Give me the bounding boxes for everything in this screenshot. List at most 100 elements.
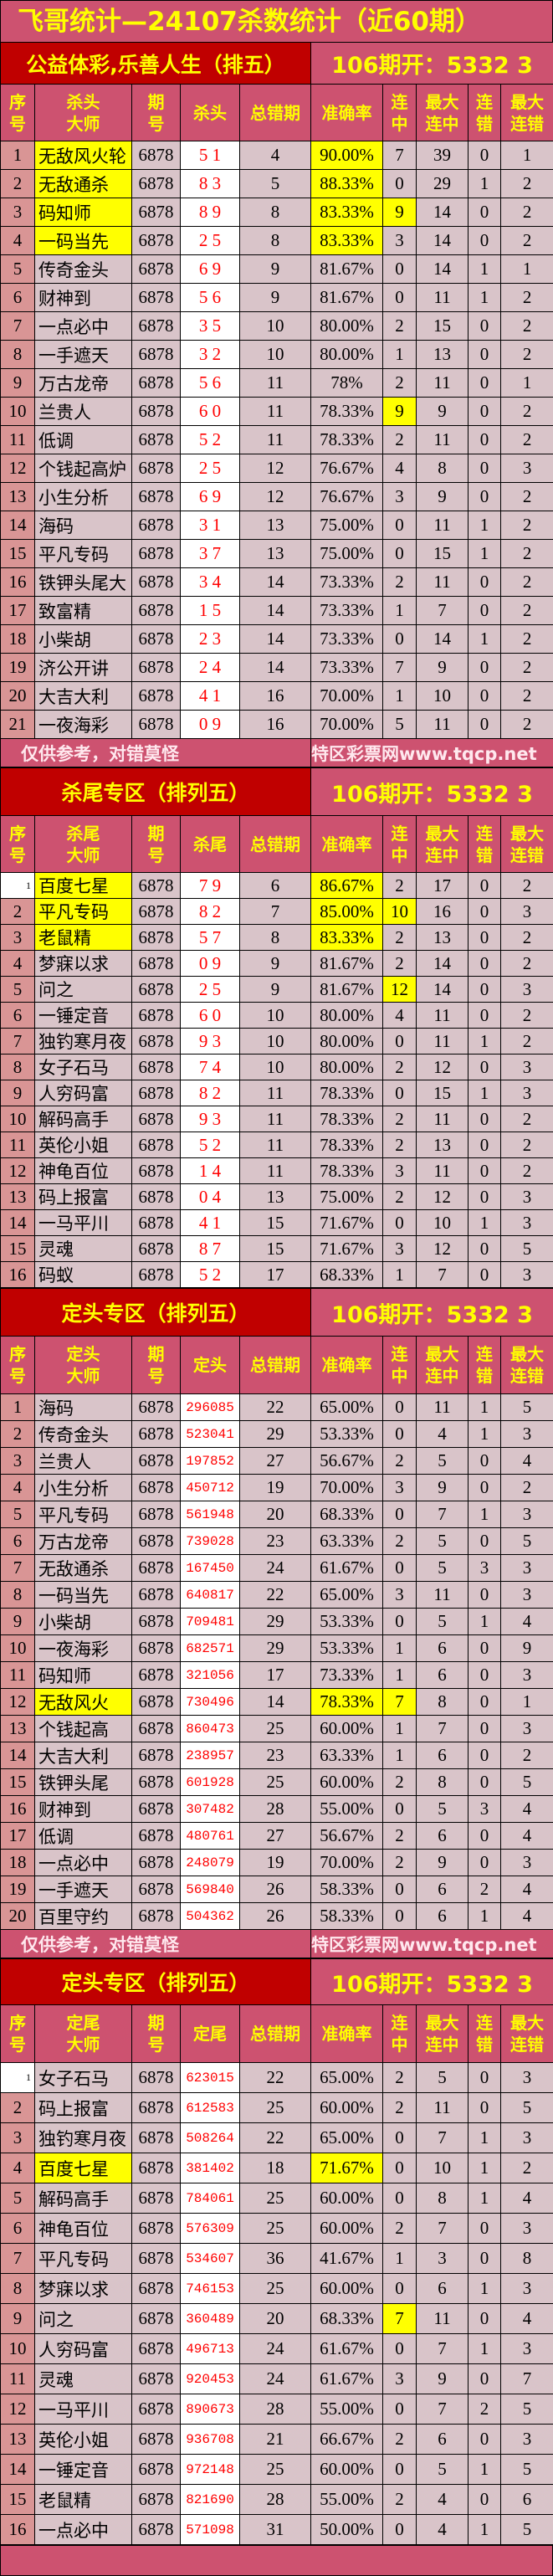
column-header-period[interactable]: 期号 [132,2005,181,2063]
site-link[interactable]: 特区彩票网www.tqcp.net [311,739,553,767]
column-header-name[interactable]: 杀尾大师 [35,816,132,873]
column-header-maxmiss[interactable]: 最大连错 [501,2005,553,2063]
column-header-miss[interactable]: 连错 [469,2005,501,2063]
column-header-maxstreak[interactable]: 最大连中 [417,85,469,141]
column-header-total[interactable]: 总错期 [240,816,311,873]
column-header-name[interactable]: 定头大师 [35,1337,132,1394]
column-header-idx[interactable]: 序号 [1,1337,35,1394]
column-header-kill[interactable]: 杀尾 [181,816,240,873]
column-header-kill[interactable]: 定尾 [181,2005,240,2063]
column-header-idx[interactable]: 序号 [1,816,35,873]
column-header-total[interactable]: 总错期 [240,2005,311,2063]
column-header-streak[interactable]: 连中 [383,1337,417,1394]
column-header-period[interactable]: 期号 [132,1337,181,1394]
column-header-rate[interactable]: 准确率 [311,1337,383,1394]
column-header-streak[interactable]: 连中 [383,85,417,141]
column-header-name[interactable]: 定尾大师 [35,2005,132,2063]
column-header-maxstreak[interactable]: 最大连中 [417,2005,469,2063]
column-header-rate[interactable]: 准确率 [311,85,383,141]
column-header-miss[interactable]: 连错 [469,1337,501,1394]
column-header-streak[interactable]: 连中 [383,2005,417,2063]
site-link[interactable]: 特区彩票网www.tqcp.net [311,1930,553,1958]
column-header-miss[interactable]: 连错 [469,85,501,141]
column-header-maxstreak[interactable]: 最大连中 [417,1337,469,1394]
column-header-kill[interactable]: 杀头 [181,85,240,141]
column-header-maxmiss[interactable]: 最大连错 [501,85,553,141]
column-header-rate[interactable]: 准确率 [311,816,383,873]
column-header-idx[interactable]: 序号 [1,2005,35,2063]
column-header-total[interactable]: 总错期 [240,1337,311,1394]
column-header-idx[interactable]: 序号 [1,85,35,141]
column-header-maxmiss[interactable]: 最大连错 [501,1337,553,1394]
column-header-miss[interactable]: 连错 [469,816,501,873]
column-header-total[interactable]: 总错期 [240,85,311,141]
column-header-period[interactable]: 期号 [132,816,181,873]
column-header-period[interactable]: 期号 [132,85,181,141]
